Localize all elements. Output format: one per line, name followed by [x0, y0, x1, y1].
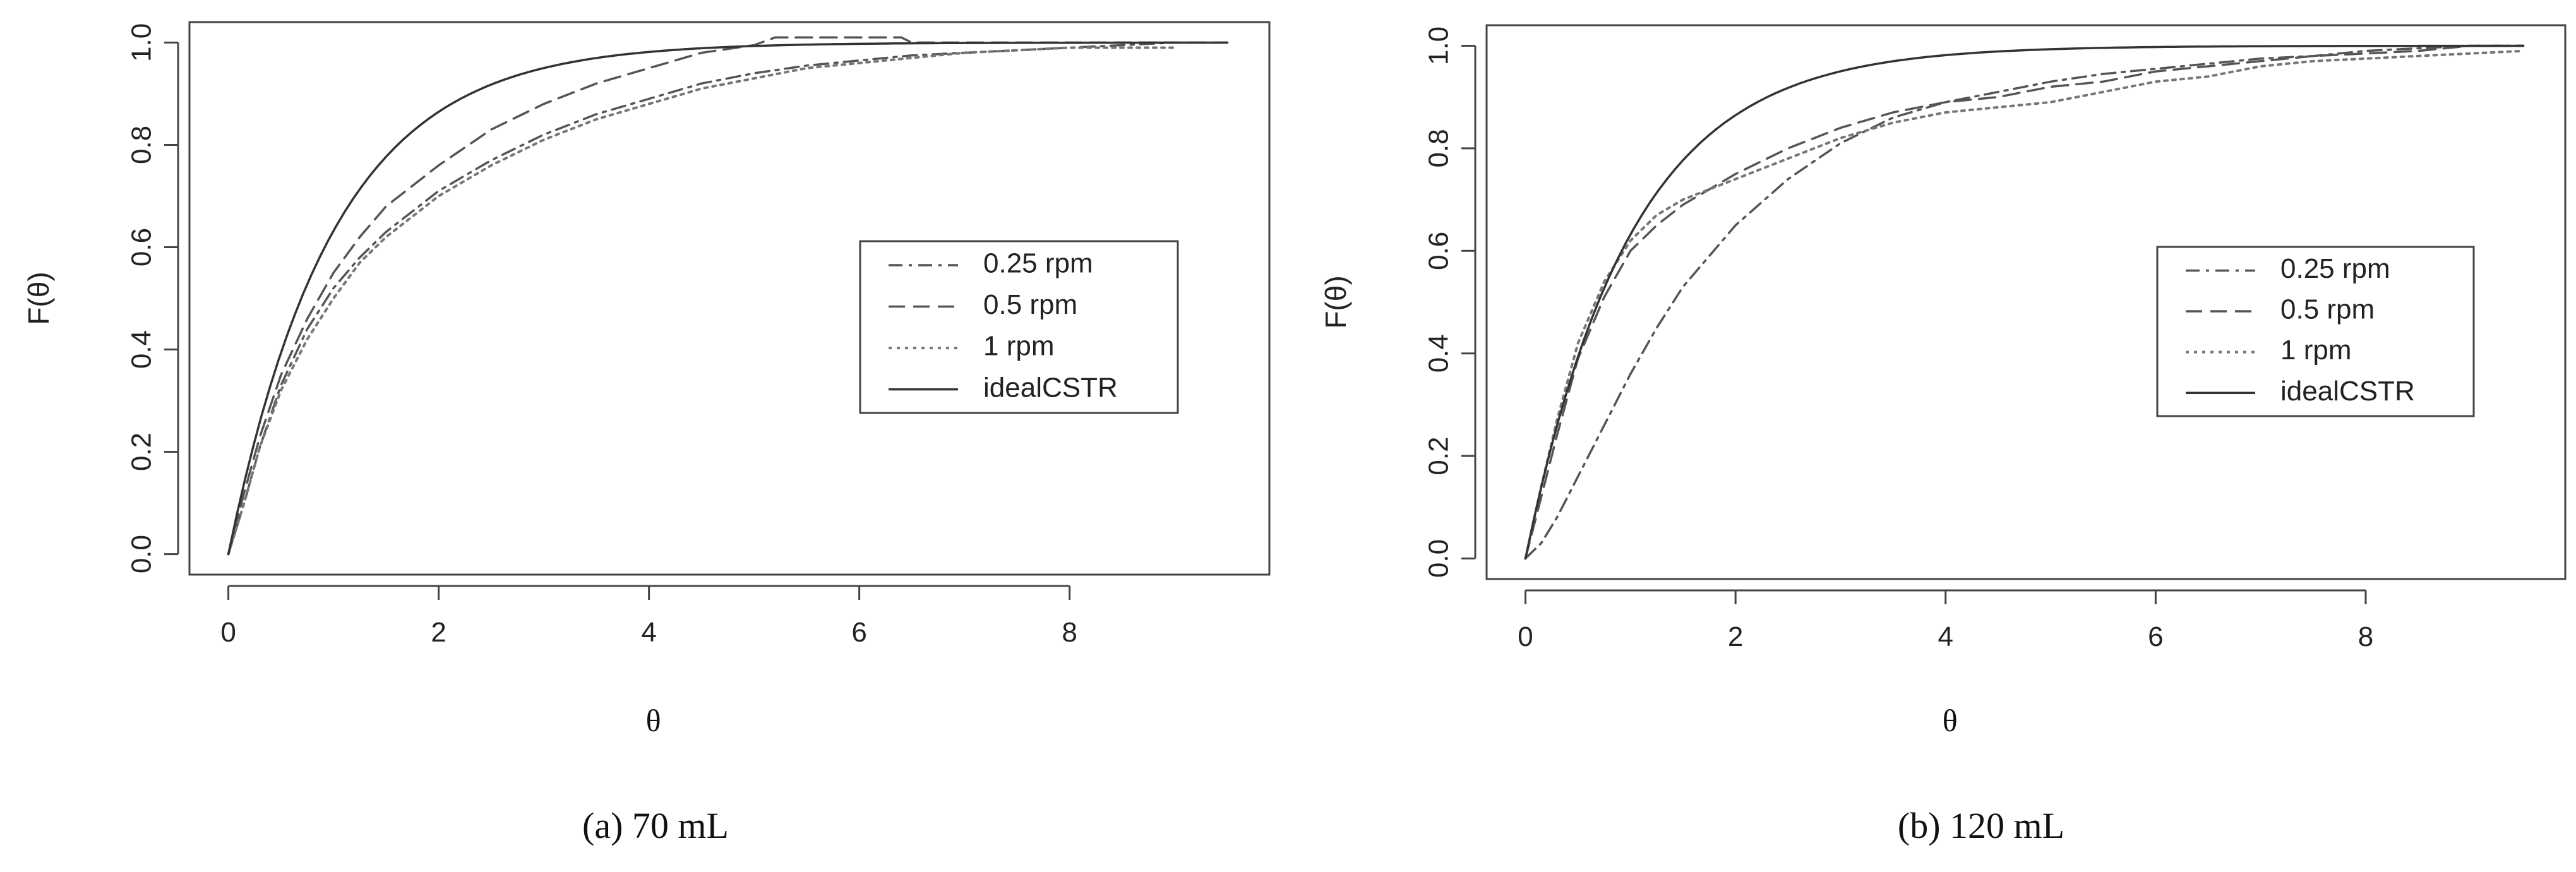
plot-frame	[188, 21, 1271, 576]
x-tick-label: 8	[1062, 617, 1077, 648]
x-tick-label: 2	[1728, 621, 1743, 652]
y-tick-label: 1.0	[126, 23, 157, 62]
chart-panel-b: 0 2 4 6 8 0.0 0.2 0.4 0.6 0.8 1.0 θ F(θ) 0.25 rpm 0.5 …	[1319, 24, 2567, 846]
y-tick-label: 0.4	[1423, 334, 1454, 373]
legend-box	[2156, 246, 2475, 417]
legend-label: 0.5 rpm	[2280, 294, 2375, 325]
legend-label: 1 rpm	[2280, 335, 2351, 366]
legend: 0.25 rpm 0.5 rpm 1 rpm idealCSTR	[2156, 246, 2475, 417]
y-tick-label: 0.2	[1423, 437, 1454, 475]
x-tick-label: 4	[641, 617, 656, 648]
series-line-1-rpm	[227, 46, 1177, 556]
y-tick-label: 0.2	[126, 433, 157, 471]
series-line-0-5-rpm	[1524, 44, 2525, 560]
x-tick-label: 6	[2148, 621, 2163, 652]
y-tick-label: 0.6	[126, 228, 157, 266]
y-axis-title: F(θ)	[22, 272, 55, 325]
plot-frame	[1485, 24, 2567, 580]
y-tick-label: 0.8	[1423, 129, 1454, 167]
x-tick-label: 0	[220, 617, 236, 648]
legend-box	[859, 240, 1179, 414]
y-tick-label: 0.6	[1423, 232, 1454, 270]
legend-label: 0.25 rpm	[983, 248, 1093, 279]
chart-panel-a: 0 2 4 6 8 0.0 0.2 0.4 0.6 0.8 1.0 θ F(θ) 0.25 rpm 0.5 …	[22, 21, 1271, 846]
legend-label: idealCSTR	[2280, 376, 2415, 407]
y-tick-label: 0.0	[1423, 539, 1454, 578]
y-tick-label: 1.0	[1423, 27, 1454, 65]
x-axis-title: θ	[646, 703, 661, 738]
legend-label: idealCSTR	[983, 372, 1118, 403]
x-tick-label: 2	[431, 617, 446, 648]
legend-label: 0.5 rpm	[983, 289, 1077, 320]
y-axis-title: F(θ)	[1319, 275, 1352, 328]
series-line-idealcstr	[227, 41, 1229, 556]
legend: 0.25 rpm 0.5 rpm 1 rpm idealCSTR	[859, 240, 1179, 414]
y-tick-label: 0.8	[126, 126, 157, 164]
figure-caption: (b) 120 mL	[1898, 805, 2064, 846]
legend-label: 0.25 rpm	[2280, 253, 2390, 284]
legend-label: 1 rpm	[983, 331, 1054, 362]
series-line-idealcstr	[1524, 44, 2525, 560]
x-tick-label: 0	[1518, 621, 1533, 652]
y-tick-label: 0.4	[126, 330, 157, 369]
x-tick-label: 8	[2358, 621, 2373, 652]
x-tick-label: 6	[851, 617, 866, 648]
figure-caption: (a) 70 mL	[582, 805, 729, 846]
x-tick-label: 4	[1938, 621, 1953, 652]
x-axis-title: θ	[1943, 703, 1958, 738]
y-tick-label: 0.0	[126, 535, 157, 573]
series-line-1-rpm	[1524, 49, 2525, 560]
